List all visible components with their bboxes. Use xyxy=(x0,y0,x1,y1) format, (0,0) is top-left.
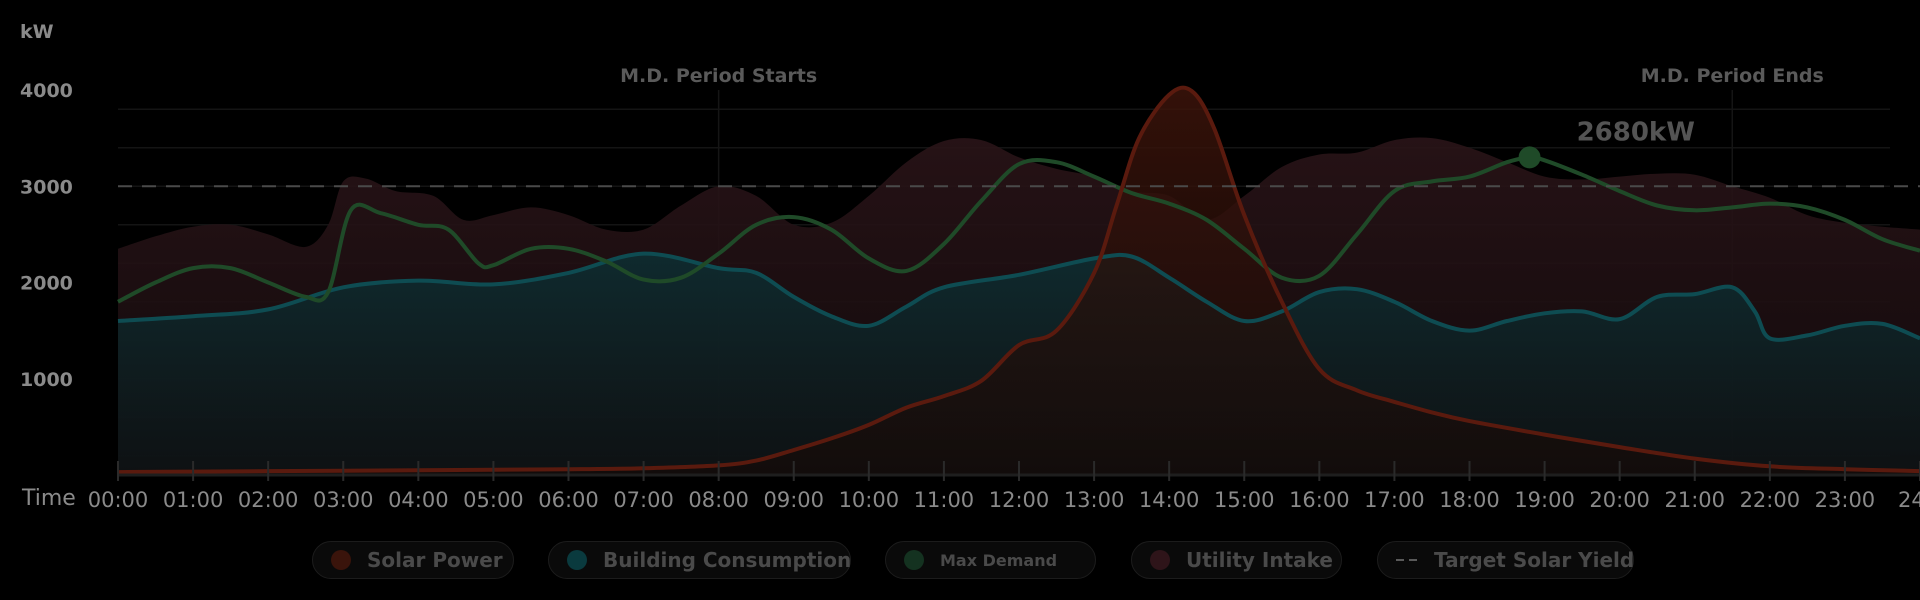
x-tick-label: 24:00 xyxy=(1898,488,1920,512)
x-tick-label: 03:00 xyxy=(313,488,374,512)
peak-demand-label: 2680kW xyxy=(1577,117,1695,147)
y-axis-ticks: 1000 2000 3000 4000 xyxy=(20,80,73,391)
chart-legend: Solar Power Building Consumption Max Deman… xyxy=(0,541,1920,585)
legend-item-target[interactable]: Target Solar Yield xyxy=(1377,541,1634,579)
x-tick-label: 01:00 xyxy=(163,488,224,512)
legend-item-solar[interactable]: Solar Power xyxy=(312,541,514,579)
x-tick-label: 06:00 xyxy=(538,488,599,512)
x-axis-title: Time xyxy=(21,486,76,511)
legend-dot-icon xyxy=(1150,550,1170,570)
solar-power-area xyxy=(118,87,1920,475)
x-tick-label: 05:00 xyxy=(463,488,524,512)
x-tick-label: 22:00 xyxy=(1740,488,1801,512)
y-tick-label: 2000 xyxy=(20,273,73,295)
x-axis-ticks: 00:00 01:00 02:00 03:00 04:00 05:00 06:00 07:00… xyxy=(88,461,1920,512)
x-tick-label: 21:00 xyxy=(1664,488,1725,512)
x-tick-label: 00:00 xyxy=(88,488,149,512)
legend-item-building[interactable]: Building Consumption xyxy=(548,541,851,579)
legend-label: Target Solar Yield xyxy=(1434,548,1635,572)
legend-dot-icon xyxy=(567,550,587,570)
x-tick-label: 18:00 xyxy=(1439,488,1500,512)
x-tick-label: 13:00 xyxy=(1064,488,1125,512)
md-start-label: M.D. Period Starts xyxy=(620,65,817,87)
legend-item-utility[interactable]: Utility Intake xyxy=(1131,541,1342,579)
x-tick-label: 15:00 xyxy=(1214,488,1275,512)
y-tick-label: 1000 xyxy=(20,369,73,391)
chart-canvas: kW 1000 2000 3000 4000 M.D. Period Starts M… xyxy=(20,21,1920,512)
x-tick-label: 14:00 xyxy=(1139,488,1200,512)
x-tick-label: 11:00 xyxy=(914,488,975,512)
x-tick-label: 07:00 xyxy=(613,488,674,512)
x-tick-label: 08:00 xyxy=(688,488,749,512)
x-tick-label: 23:00 xyxy=(1815,488,1876,512)
legend-label: Building Consumption xyxy=(603,548,852,572)
y-tick-label: 3000 xyxy=(20,176,73,198)
legend-label: Utility Intake xyxy=(1186,548,1333,572)
md-end-label: M.D. Period Ends xyxy=(1641,65,1824,87)
x-tick-label: 16:00 xyxy=(1289,488,1350,512)
dashed-line-icon xyxy=(1396,550,1418,570)
peak-demand-point[interactable] xyxy=(1518,146,1541,169)
y-axis-unit: kW xyxy=(20,21,54,43)
x-tick-label: 20:00 xyxy=(1589,488,1650,512)
x-tick-label: 10:00 xyxy=(839,488,900,512)
legend-item-max-demand[interactable]: Max Demand xyxy=(885,541,1096,579)
x-tick-label: 12:00 xyxy=(989,488,1050,512)
max-demand-line xyxy=(117,155,1920,304)
x-tick-label: 19:00 xyxy=(1514,488,1575,512)
legend-label: Solar Power xyxy=(367,548,503,572)
x-tick-label: 02:00 xyxy=(238,488,299,512)
x-tick-label: 09:00 xyxy=(763,488,824,512)
y-tick-label: 4000 xyxy=(20,80,73,102)
x-tick-label: 04:00 xyxy=(388,488,449,512)
legend-label: Max Demand xyxy=(940,550,1058,570)
x-tick-label: 17:00 xyxy=(1364,488,1425,512)
legend-dot-icon xyxy=(904,550,924,570)
legend-dot-icon xyxy=(331,550,351,570)
solar-power-line xyxy=(117,85,1920,475)
building-consumption-line xyxy=(117,251,1920,342)
